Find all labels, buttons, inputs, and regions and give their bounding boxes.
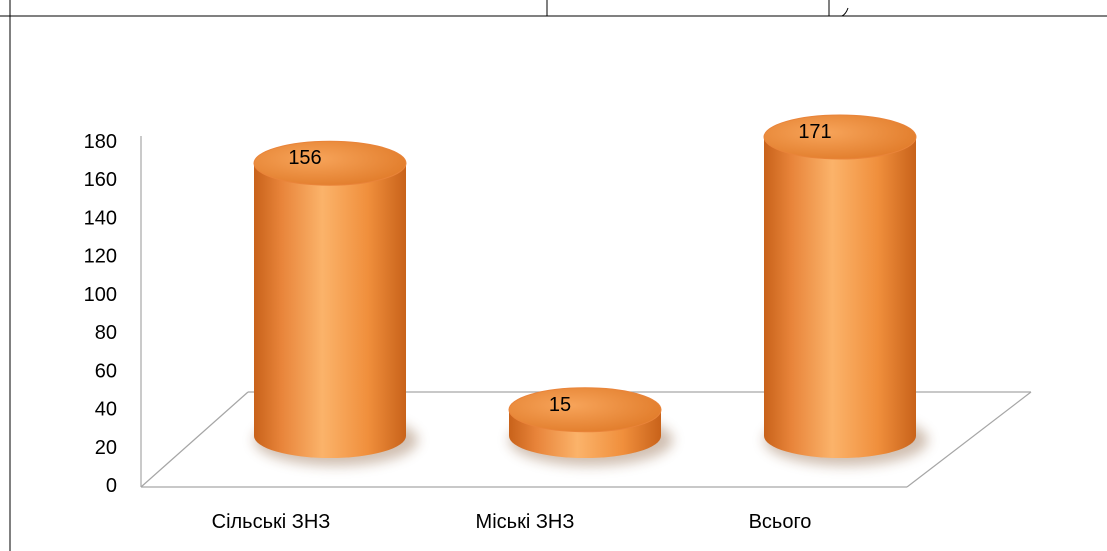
y-tick-label: 180 xyxy=(84,131,117,153)
y-tick-label: 100 xyxy=(84,284,117,306)
floor-right-edge xyxy=(906,391,1032,488)
bars: 156 15 171 xyxy=(253,114,928,466)
data-label: 171 xyxy=(798,121,831,143)
y-axis-ticks: 0 20 40 60 80 100 120 140 160 180 xyxy=(84,131,117,497)
frame-tick-3 xyxy=(841,7,849,17)
y-tick-label: 120 xyxy=(84,246,117,268)
x-category-label: Сільські ЗНЗ xyxy=(212,511,331,533)
y-tick-label: 160 xyxy=(84,169,117,191)
y-tick-label: 20 xyxy=(95,437,117,459)
x-category-label: Міські ЗНЗ xyxy=(476,511,575,533)
floor-left-edge xyxy=(140,391,249,488)
bar-0: 156 xyxy=(253,140,418,466)
y-tick-label: 0 xyxy=(106,475,117,497)
x-category-label: Всього xyxy=(749,511,812,533)
y-tick-label: 140 xyxy=(84,207,117,229)
bar-body xyxy=(254,163,406,458)
bar-body xyxy=(764,137,916,458)
bar-2: 171 xyxy=(763,114,928,466)
bar-top-cap xyxy=(253,140,407,186)
bar-top-cap xyxy=(508,387,662,433)
x-axis-categories: Сільські ЗНЗ Міські ЗНЗ Всього xyxy=(212,511,812,533)
data-label: 156 xyxy=(288,147,321,169)
y-tick-label: 60 xyxy=(95,360,117,382)
bar-1: 15 xyxy=(508,387,673,466)
data-label: 15 xyxy=(549,394,571,416)
bar-top-cap xyxy=(763,114,917,160)
y-tick-label: 40 xyxy=(95,399,117,421)
y-tick-label: 80 xyxy=(95,322,117,344)
